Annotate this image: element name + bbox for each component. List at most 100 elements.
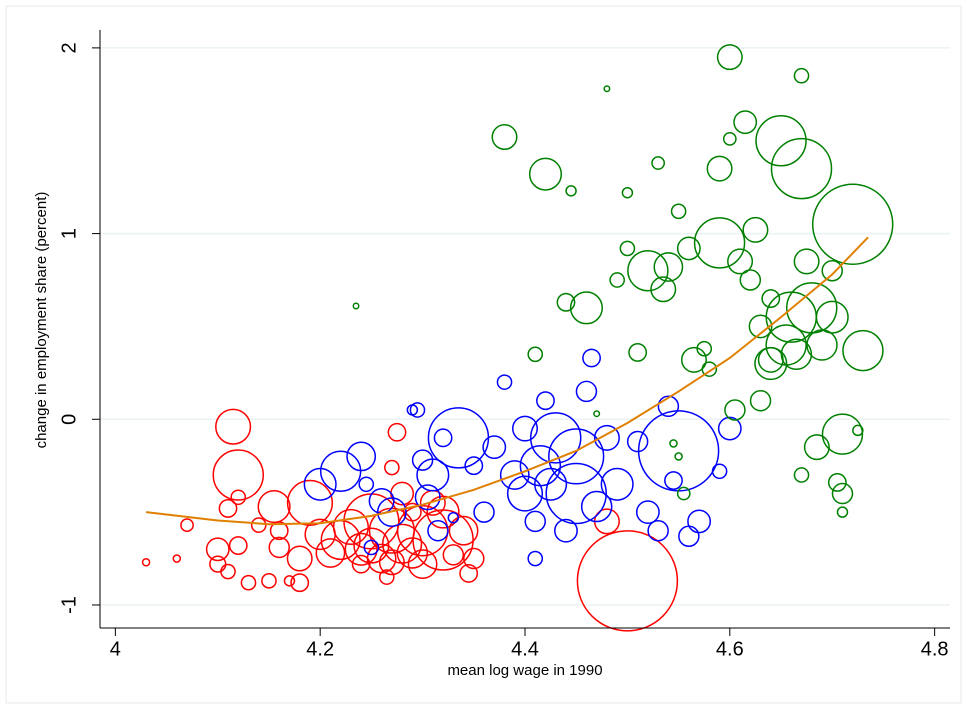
bubble [755, 114, 807, 167]
bubble [717, 416, 742, 441]
bubble [536, 391, 555, 411]
bubble [269, 521, 289, 541]
bubble [674, 452, 683, 461]
bubble [739, 269, 762, 291]
x-tick-label: 4.6 [716, 638, 744, 660]
bubble [448, 515, 479, 546]
bubble [491, 124, 518, 151]
bubble [696, 340, 713, 357]
bubble [676, 486, 691, 501]
x-tick-label: 4.4 [511, 638, 539, 660]
bubble [463, 547, 485, 570]
bubble [827, 473, 847, 492]
bubble [722, 132, 737, 146]
bubble [250, 517, 267, 533]
bubble [580, 490, 613, 523]
bubble [676, 236, 701, 261]
bubble [519, 444, 562, 487]
bubble [650, 276, 677, 303]
x-tick-label: 4.8 [921, 638, 949, 660]
axes: -1 0 1 2 4 4.2 4.4 4.6 4.8 [58, 29, 950, 660]
bubble [821, 413, 864, 455]
bubble [724, 399, 746, 421]
x-axis-title: mean log wage in 1990 [447, 662, 602, 679]
bubble [205, 537, 230, 562]
bubble [459, 563, 479, 583]
fit-line [145, 236, 869, 526]
bubble [842, 329, 884, 372]
bubble [576, 530, 679, 632]
bubble [409, 402, 426, 418]
bubble [593, 410, 601, 418]
bubble [651, 156, 666, 170]
bubble [628, 343, 648, 362]
bubble [603, 85, 611, 93]
bubble [286, 479, 334, 526]
bubble [657, 395, 680, 418]
bubble [635, 500, 660, 525]
bubble [496, 374, 513, 390]
bubble [141, 557, 151, 567]
bubble [315, 538, 346, 568]
bubble [554, 518, 578, 543]
bubble [749, 389, 772, 412]
bubble [427, 519, 449, 542]
bubble [218, 499, 238, 518]
bubble [290, 573, 310, 593]
bubble [761, 289, 781, 308]
x-tick-label: 4 [110, 638, 121, 660]
bubble [344, 532, 378, 566]
bubble [785, 282, 838, 334]
bubble [352, 302, 360, 310]
bubble [527, 346, 544, 363]
bubble [593, 424, 620, 451]
bubble [742, 216, 769, 243]
y-tick-label: 0 [58, 414, 80, 425]
x-tick-label: 4.2 [306, 638, 334, 660]
y-axis-title: change in employment share (percent) [33, 192, 50, 449]
bubble [626, 430, 649, 453]
bubble [716, 44, 743, 71]
bubble [512, 415, 538, 442]
bubble [803, 434, 830, 461]
bubble [582, 348, 601, 368]
bubble [687, 509, 712, 534]
bubble [414, 484, 441, 511]
bubble [215, 408, 252, 445]
bubble [240, 574, 257, 591]
bubble [575, 380, 598, 403]
bubble [286, 545, 313, 572]
bubble [793, 467, 810, 483]
bubble [416, 458, 450, 492]
bubble [733, 110, 758, 135]
frame [5, 5, 962, 704]
bubble [569, 291, 604, 325]
bubble [811, 183, 894, 266]
bubble [831, 482, 854, 505]
bubble [332, 508, 369, 546]
bubble [556, 292, 576, 312]
bubble [619, 240, 636, 257]
bubble [815, 300, 849, 334]
bubble [228, 536, 248, 555]
bubble [757, 346, 784, 373]
bubble [793, 248, 820, 275]
bubble [346, 441, 377, 472]
grid [100, 47, 950, 606]
bubble [793, 67, 810, 84]
bubble [426, 495, 460, 529]
bubble [358, 476, 375, 493]
bubble [701, 361, 718, 377]
bubble [412, 509, 474, 571]
bubble [680, 346, 707, 373]
bubble [212, 449, 265, 501]
bubble [836, 506, 849, 518]
bubble [257, 489, 291, 524]
y-tick-label: 1 [58, 228, 80, 239]
bubble [770, 137, 833, 200]
bubble [693, 217, 746, 269]
bubble [711, 463, 728, 480]
bubble [528, 157, 563, 191]
bubble [387, 422, 407, 442]
bubble [727, 248, 754, 275]
